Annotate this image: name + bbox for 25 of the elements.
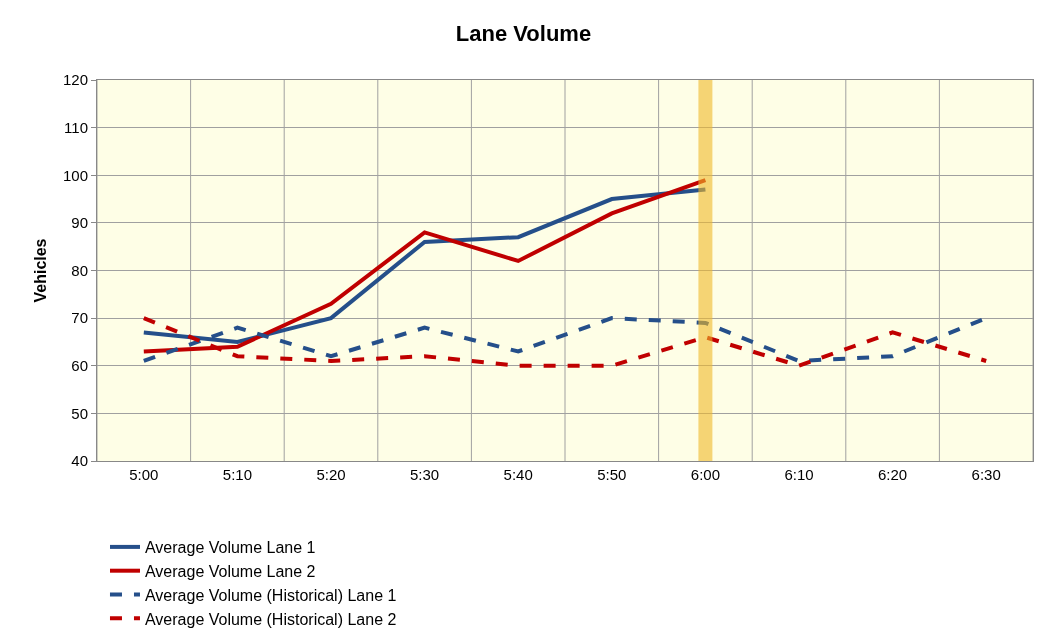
chart-title: Lane Volume (455, 20, 592, 46)
y-tick-label: 80 (71, 261, 88, 279)
y-tick-label: 70 (71, 309, 88, 327)
y-tick-label: 110 (64, 118, 88, 136)
x-tick-label: 5:40 (503, 466, 533, 483)
y-axis-title: Vehicles (31, 238, 49, 303)
legend-label: Average Volume Lane 2 (144, 562, 316, 580)
x-tick-label: 5:50 (597, 466, 627, 483)
x-tick-label: 6:10 (784, 466, 814, 483)
x-tick-label: 6:20 (878, 466, 908, 483)
x-tick-label: 5:30 (410, 466, 440, 483)
y-tick-label: 120 (62, 71, 88, 89)
legend-label: Average Volume (Historical) Lane 2 (144, 610, 397, 628)
x-tick-label: 5:10 (222, 466, 252, 483)
x-tick-label: 6:00 (690, 466, 720, 483)
legend-label: Average Volume Lane 1 (144, 539, 316, 557)
x-tick-label: 5:20 (316, 466, 346, 483)
y-tick-label: 50 (71, 404, 88, 422)
legend-label: Average Volume (Historical) Lane 1 (144, 586, 397, 604)
x-tick-label: 6:30 (971, 466, 1001, 483)
y-tick-label: 40 (71, 452, 88, 470)
y-tick-label: 100 (62, 166, 88, 184)
x-tick-label: 5:00 (129, 466, 159, 483)
y-tick-label: 90 (71, 214, 88, 232)
y-tick-label: 60 (71, 357, 88, 374)
